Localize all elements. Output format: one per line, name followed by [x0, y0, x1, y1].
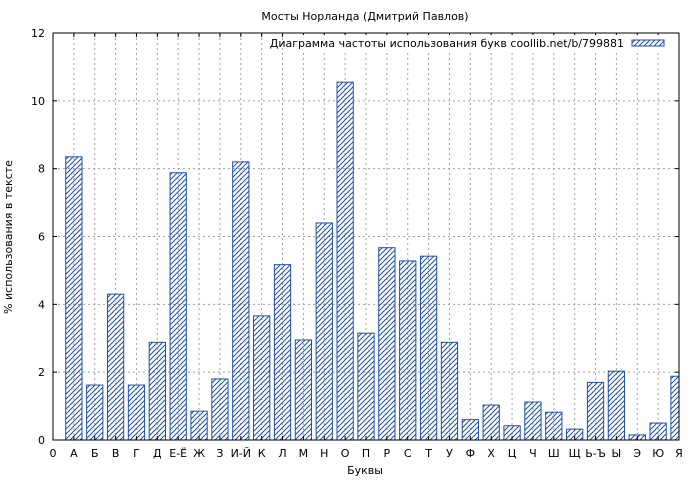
x-tick-label: Я — [675, 447, 683, 460]
legend-swatch — [631, 39, 665, 47]
legend: Диаграмма частоты использования букв coo… — [270, 35, 677, 51]
bar — [190, 410, 208, 441]
y-axis-label: % использования в тексте — [2, 160, 15, 314]
x-tick-label: У — [446, 447, 453, 460]
y-axis-ticks: 0 2 4 6 8 10 12 — [31, 27, 679, 447]
y-tick-label: 2 — [38, 366, 45, 379]
y-tick-label: 6 — [38, 231, 45, 244]
x-tick-label: Ш — [548, 447, 560, 460]
x-tick-label: Л — [278, 447, 286, 460]
bar — [357, 332, 375, 441]
bar — [482, 404, 500, 441]
x-tick-label: Ч — [529, 447, 537, 460]
x-tick-label: О — [341, 447, 350, 460]
x-tick-label: К — [258, 447, 266, 460]
x-tick-label: Н — [320, 447, 328, 460]
x-tick-label: П — [362, 447, 370, 460]
y-tick-label: 8 — [38, 163, 45, 176]
x-tick-label: 0 — [50, 447, 57, 460]
x-tick-label: М — [299, 447, 309, 460]
x-tick-label: Д — [153, 447, 162, 460]
bar — [106, 293, 125, 441]
bar — [315, 222, 333, 441]
x-tick-label: Е-Ё — [169, 447, 187, 460]
x-tick-label: Ы — [612, 447, 622, 460]
bar — [378, 247, 396, 441]
x-tick-label: З — [216, 447, 223, 460]
x-tick-label: И-Й — [231, 447, 251, 460]
bar — [211, 378, 229, 441]
x-tick-label: Ж — [193, 447, 205, 460]
bar — [294, 339, 313, 441]
chart-title: Мосты Норланда (Дмитрий Павлов) — [261, 10, 468, 23]
x-tick-label: Ю — [652, 447, 664, 460]
x-tick-label: Ц — [508, 447, 517, 460]
x-tick-label: А — [70, 447, 78, 460]
bar — [336, 81, 354, 441]
bar — [273, 264, 292, 441]
bar — [169, 172, 187, 441]
bar — [232, 161, 250, 441]
bar — [670, 375, 680, 441]
y-tick-label: 12 — [31, 27, 45, 40]
bar — [253, 315, 271, 441]
y-tick-label: 10 — [31, 95, 45, 108]
bar — [127, 384, 146, 441]
x-tick-label: Ф — [466, 447, 475, 460]
bar — [86, 384, 104, 441]
legend-background — [283, 35, 677, 51]
bar — [148, 341, 166, 441]
y-tick-label: 0 — [38, 434, 45, 447]
x-axis-label: Буквы — [347, 464, 383, 477]
bars-group — [65, 81, 680, 441]
bar — [524, 401, 542, 441]
x-tick-label: Э — [633, 447, 641, 460]
x-tick-label: Б — [91, 447, 99, 460]
bar — [65, 156, 83, 441]
x-tick-label: В — [112, 447, 120, 460]
x-tick-label: Т — [424, 447, 432, 460]
x-tick-label: Х — [487, 447, 495, 460]
x-tick-label: Щ — [569, 447, 581, 460]
grid-lines — [53, 33, 679, 440]
bar — [607, 370, 626, 441]
x-tick-label: Р — [384, 447, 391, 460]
bar — [545, 411, 563, 441]
x-tick-label: Ь-Ъ — [585, 447, 606, 460]
x-axis-ticks: 0 А Б В Г Д Е-Ё Ж З И-Й К Л М Н О П Р С Т У Ф Х Ц Ч Ш Щ Ь-Ъ Ы Э Ю Я — [50, 33, 683, 460]
x-tick-label: Г — [133, 447, 140, 460]
legend-label: Диаграмма частоты использования букв coo… — [270, 37, 624, 50]
y-tick-label: 4 — [38, 298, 45, 311]
x-tick-label: С — [404, 447, 412, 460]
bar — [399, 260, 417, 441]
bar — [440, 341, 459, 441]
bar — [586, 381, 605, 441]
bar — [419, 255, 438, 441]
